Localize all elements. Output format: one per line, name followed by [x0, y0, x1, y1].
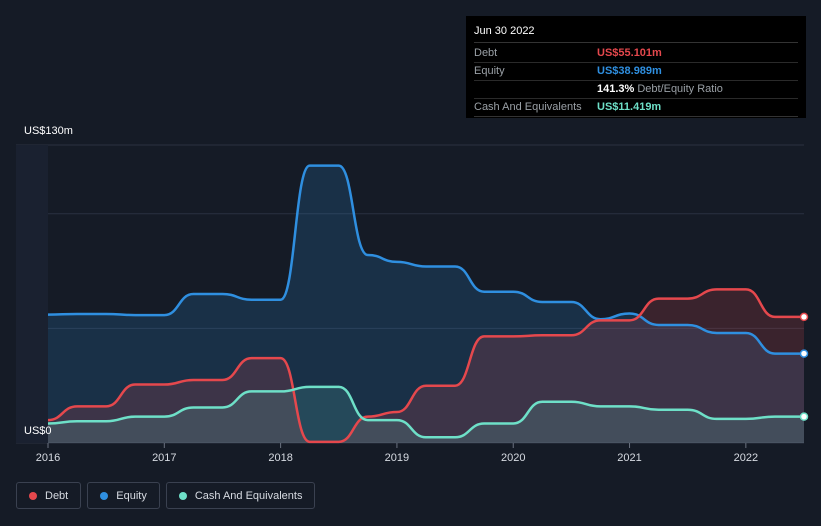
series-lines	[47, 164, 804, 444]
tooltip-row-equity: Equity US$38.989m	[474, 63, 798, 81]
grid-lines	[16, 144, 804, 444]
x-tick-label: 2016	[36, 452, 60, 464]
x-tick-label: 2018	[268, 452, 292, 464]
x-axis-ticks: 2016 2017 2018 2019 2020 2021 2022	[36, 443, 758, 464]
tooltip-row-cash: Cash And Equivalents US$11.419m	[474, 99, 798, 117]
tooltip-debt-label: Debt	[474, 47, 498, 59]
legend-item-debt[interactable]: Debt	[16, 482, 82, 509]
tooltip-equity-label: Equity	[474, 65, 505, 77]
equity-area	[48, 165, 804, 443]
equity-line	[47, 164, 804, 355]
legend-label-equity: Equity	[116, 489, 147, 502]
x-tick-label: 2019	[385, 452, 409, 464]
legend-item-equity[interactable]: Equity	[87, 482, 160, 509]
tooltip-equity-value: US$38.989m	[597, 65, 662, 77]
data-tooltip: Jun 30 2022 Debt US$55.101m Equity US$38…	[466, 16, 806, 118]
plot-margin	[16, 145, 48, 443]
debt-endpoint	[799, 312, 809, 322]
cash-dot-icon	[178, 491, 187, 500]
cash-and-equivalents-line	[47, 385, 804, 439]
tooltip-row-debt: Debt US$55.101m	[474, 45, 798, 63]
cash-and-equivalents-endpoint	[799, 412, 809, 421]
equity-endpoint	[799, 349, 809, 358]
y-axis-bottom-label: US$0	[24, 425, 52, 437]
tooltip-cash-label: Cash And Equivalents	[474, 101, 582, 113]
debt-dot-icon	[29, 491, 37, 500]
tooltip-date: Jun 30 2022	[474, 24, 798, 43]
legend-item-cash[interactable]: Cash And Equivalents	[165, 482, 316, 509]
x-tick-label: 2022	[734, 452, 758, 464]
tooltip-ratio-value: 141.3%	[597, 83, 635, 95]
tooltip-cash-value: US$11.419m	[597, 101, 662, 113]
series-areas	[48, 165, 804, 443]
tooltip-row-ratio: 141.3% Debt/Equity Ratio	[474, 81, 798, 99]
y-axis-top-label: US$130m	[24, 125, 73, 137]
series-endpoints	[799, 312, 809, 421]
equity-dot-icon	[100, 491, 109, 500]
x-tick-label: 2020	[501, 452, 525, 464]
tooltip-debt-value: US$55.101m	[597, 47, 662, 59]
x-tick-label: 2017	[152, 452, 176, 464]
x-tick-label: 2021	[617, 452, 641, 464]
tooltip-ratio-label: Debt/Equity Ratio	[637, 83, 723, 95]
debt-line	[47, 288, 804, 444]
legend-label-debt: Debt	[45, 489, 69, 502]
legend-label-cash: Cash And Equivalents	[194, 489, 303, 502]
legend: Debt Equity Cash And Equivalents	[16, 482, 316, 510]
debt-area	[48, 289, 804, 443]
